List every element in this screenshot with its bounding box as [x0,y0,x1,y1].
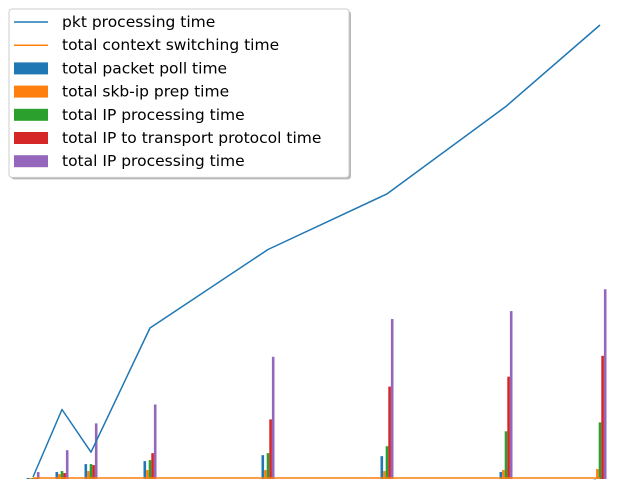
bar [269,419,272,479]
bar [266,453,270,479]
legend-patch-swatch [14,155,48,168]
lines-group [32,24,601,479]
bar [58,474,61,479]
bar [380,456,384,479]
bar [499,472,503,479]
bar [94,423,98,479]
bar [87,471,90,479]
bar [29,478,32,479]
legend-label: total IP processing time [62,152,245,170]
legend-label: pkt processing time [62,13,215,31]
legend-label: total IP processing time [62,106,245,124]
bar [84,464,88,479]
bar [89,464,93,479]
bar [92,465,95,479]
bar [596,469,599,479]
legend: pkt processing time total context switchi… [8,8,351,180]
bar [63,473,66,479]
bar [151,453,154,479]
legend-label: total packet poll time [62,59,227,77]
bar [507,376,510,479]
bar [504,431,508,479]
legend-label: total IP to transport protocol time [62,129,321,147]
bar [26,478,30,479]
bar [601,355,604,479]
legend-patch-swatch [14,108,48,121]
bar [383,471,386,479]
bar [264,470,267,479]
bar [509,311,513,479]
bar [55,472,59,479]
legend-patch-swatch [14,85,48,98]
bar [271,356,275,479]
legend-patch-swatch [14,62,48,75]
bar [385,446,389,479]
bar [148,460,152,479]
bar [261,455,265,479]
bar [36,472,40,479]
bar [143,461,147,479]
bar [598,422,602,479]
legend-patch-swatch [14,132,48,144]
bar [603,289,607,479]
legend-label: total skb-ip prep time [62,83,229,101]
bar [502,470,505,479]
bar [390,319,394,479]
bar [146,470,149,479]
bar [388,386,391,479]
bars-group [26,289,607,480]
bar [60,471,64,479]
bar [153,404,157,479]
legend-frame [8,8,350,178]
series-line [32,24,601,478]
legend-label: total context switching time [62,36,279,54]
bar [65,450,69,479]
